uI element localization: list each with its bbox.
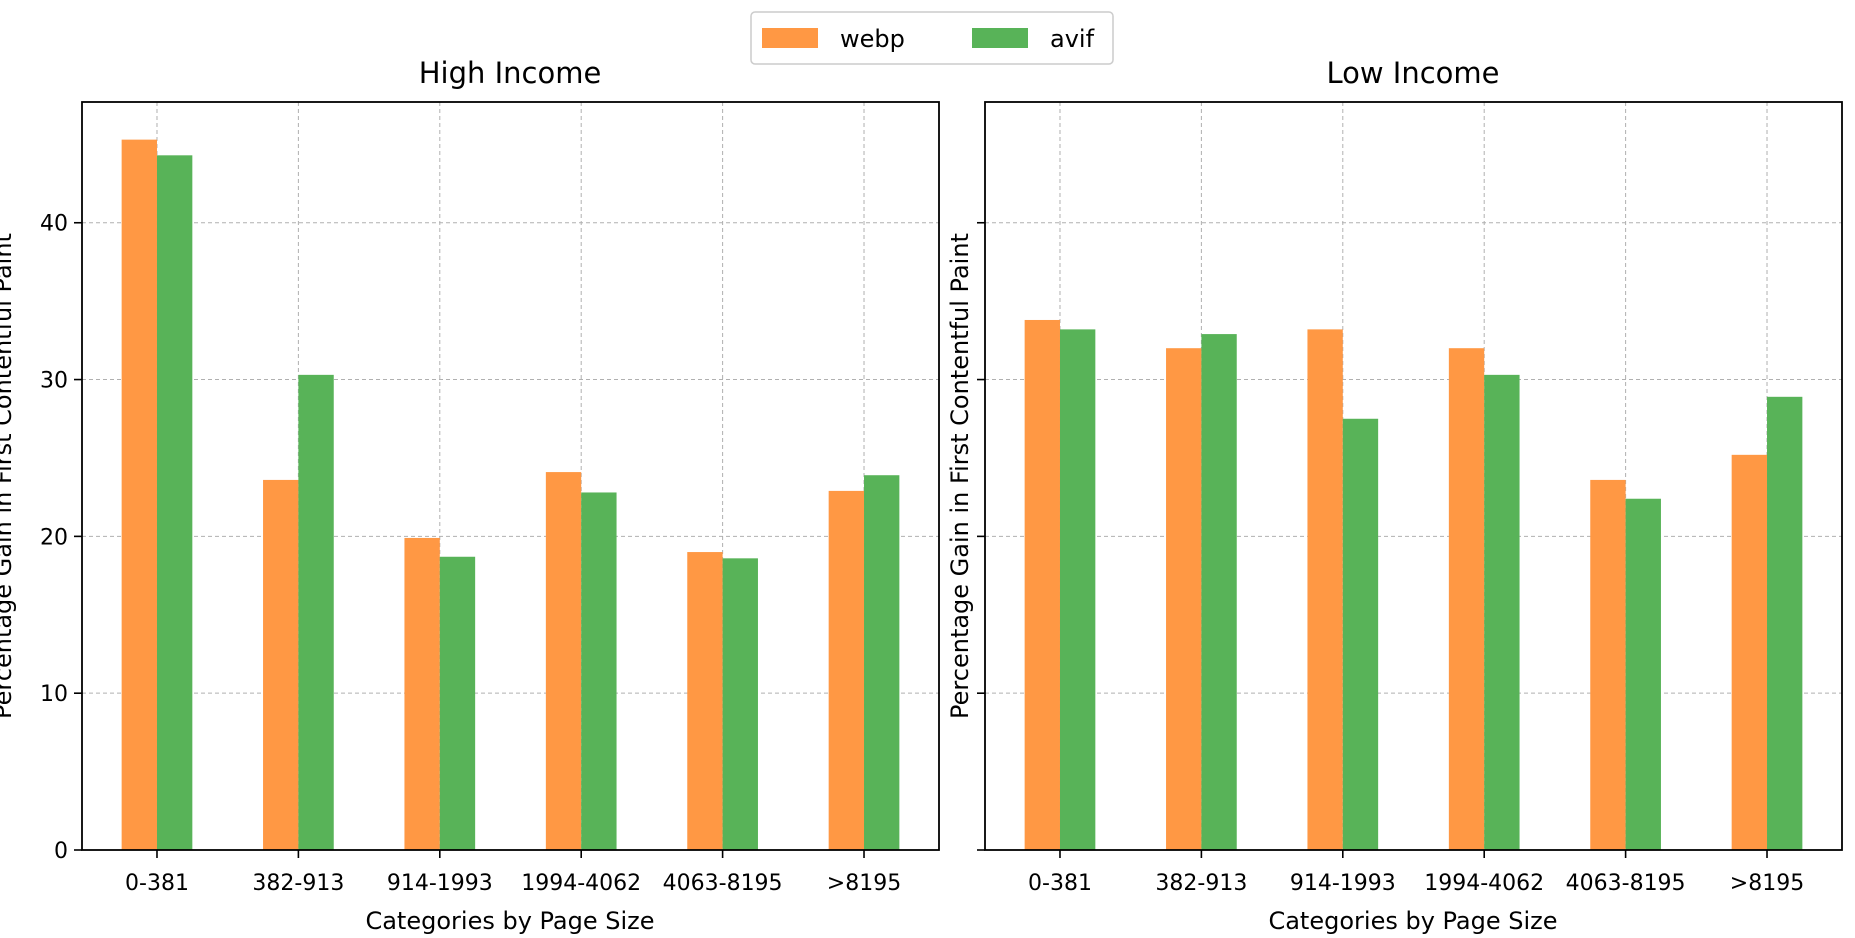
y-tick-label: 20 [40, 525, 68, 550]
x-tick-label: 382-913 [1155, 871, 1247, 896]
y-axis-label: Percentage Gain in First Contentful Pain… [946, 233, 974, 719]
bar-webp [1166, 348, 1202, 850]
bar-avif [1201, 334, 1237, 850]
y-tick-label: 40 [40, 212, 68, 237]
bar-webp [687, 552, 723, 850]
axes-frame [81, 101, 940, 851]
bar-avif [1767, 396, 1803, 850]
y-tick-label: 0 [54, 839, 68, 864]
bar-avif [1059, 329, 1096, 850]
bar-avif [156, 155, 193, 851]
y-axis-label: Percentage Gain in First Contentful Pain… [0, 233, 17, 719]
bar-avif [1625, 498, 1661, 850]
bar-webp [828, 490, 865, 850]
x-tick-label: 1994-4062 [521, 871, 641, 896]
x-tick-label: >8195 [827, 871, 901, 896]
legend-swatch-avif [972, 28, 1028, 48]
legend-frame [750, 11, 1114, 65]
x-tick-label: 0-381 [125, 871, 189, 896]
bar-group [1024, 319, 1803, 850]
legend-swatch-webp [762, 28, 818, 48]
panel-low-income: 0-381 382-913 914-1993 1994-4062 4063-8195 >8… [946, 56, 1843, 935]
axis-ticks: 0 10 20 30 40 0-381 382-913 914-1993 1994-4062 40… [40, 212, 901, 896]
bar-webp [1590, 479, 1626, 850]
x-tick-label: 914-1993 [1290, 871, 1396, 896]
legend-label-avif: avif [1050, 25, 1095, 53]
y-tick-label: 30 [40, 369, 68, 394]
x-tick-label: 4063-8195 [1566, 871, 1686, 896]
axes-frame [984, 101, 1843, 851]
x-tick-label: >8195 [1730, 871, 1804, 896]
bar-webp [1448, 348, 1485, 850]
x-tick-label: 0-381 [1028, 871, 1092, 896]
panel-title: High Income [419, 56, 602, 90]
panel-high-income: 0 10 20 30 40 0-381 382-913 914-1993 1994-4062 40… [0, 56, 940, 935]
bar-group [121, 139, 900, 851]
bar-webp [1307, 329, 1343, 850]
bar-webp [1024, 319, 1060, 850]
bar-avif [1342, 418, 1379, 850]
x-tick-label: 1994-4062 [1424, 871, 1544, 896]
bar-webp [121, 139, 157, 850]
bar-avif [1484, 374, 1520, 850]
bar-avif [298, 374, 334, 850]
bar-webp [404, 537, 440, 850]
bar-avif [864, 475, 900, 850]
bar-avif [581, 492, 617, 850]
x-tick-label: 914-1993 [387, 871, 493, 896]
legend: webp avif [750, 11, 1114, 65]
x-tick-label: 4063-8195 [663, 871, 783, 896]
bar-webp [1731, 454, 1768, 850]
bar-avif [722, 558, 758, 850]
bar-webp [545, 472, 582, 850]
panel-title: Low Income [1326, 56, 1499, 90]
x-tick-label: 382-913 [252, 871, 344, 896]
x-axis-label: Categories by Page Size [1268, 907, 1557, 935]
y-tick-label: 10 [40, 682, 68, 707]
axis-ticks: 0-381 382-913 914-1993 1994-4062 4063-8195 >8… [977, 221, 1804, 896]
bar-avif [439, 556, 476, 850]
bar-webp [263, 479, 299, 850]
x-axis-label: Categories by Page Size [365, 907, 654, 935]
legend-label-webp: webp [840, 25, 905, 53]
